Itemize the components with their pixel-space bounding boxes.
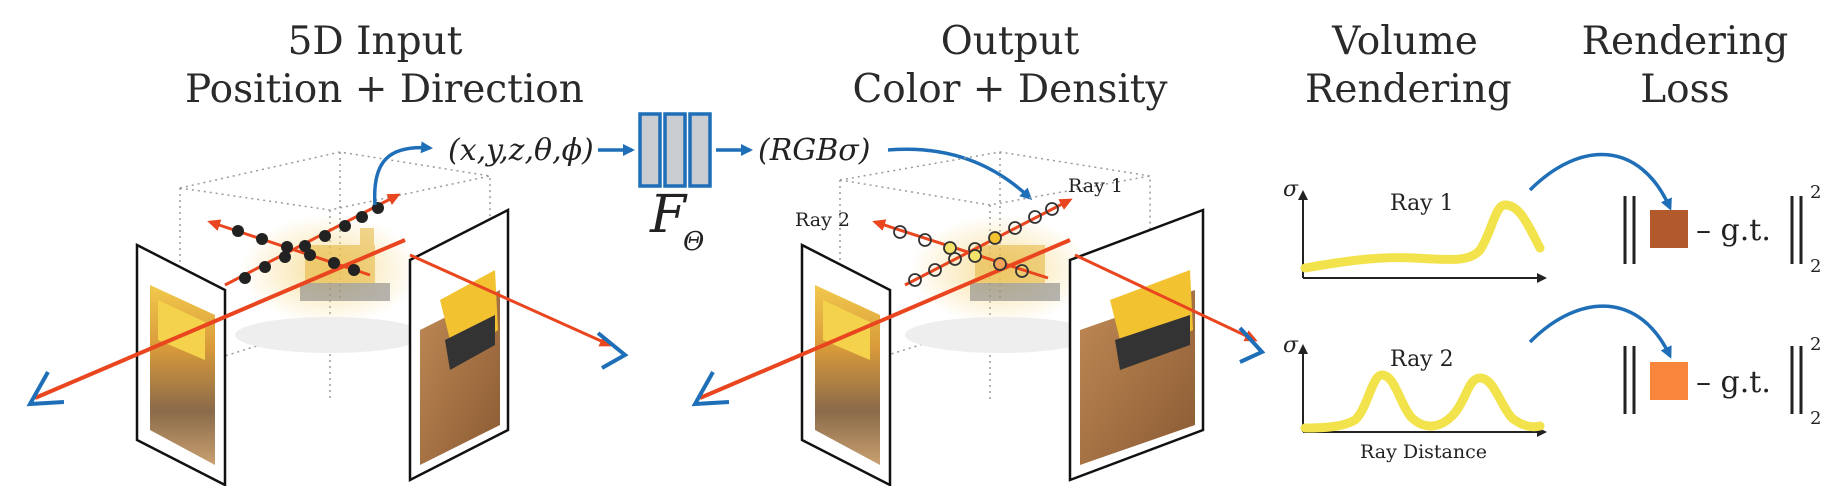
loss1-exponent: 2: [1810, 182, 1821, 203]
input-shadow: [235, 317, 425, 353]
loss2-rendered-color-swatch: [1650, 362, 1688, 400]
output-right-image-plane: [1068, 208, 1205, 482]
plot2-sigma-label: σ: [1283, 333, 1299, 358]
title-loss-line2: Loss: [1640, 67, 1730, 112]
loss-ray1: – g.t. 2 2: [1623, 182, 1821, 277]
scene-ray2-label: Ray 2: [795, 209, 850, 231]
title-volume-line2: Rendering: [1305, 67, 1512, 112]
title-5d-input-line1: 5D Input: [287, 19, 463, 64]
input-sample-points: [232, 202, 384, 284]
title-5d-input: 5D Input Position + Direction: [185, 18, 584, 114]
input-ray-1: [224, 193, 401, 287]
output-camera-ray-back: [1074, 253, 1258, 342]
plot-ray1: σ Ray 1: [1283, 177, 1547, 283]
network-label-subscript: Θ: [683, 227, 704, 257]
title-output: Output Color + Density: [830, 18, 1190, 114]
title-output-line1: Output: [940, 19, 1080, 64]
title-5d-input-line2: Position + Direction: [185, 67, 584, 112]
plot2-density-curve: [1300, 370, 1545, 433]
plot2-to-loss-arrow: [1528, 304, 1672, 359]
plot1-to-loss-arrow: [1528, 152, 1672, 211]
input-bulldozer-model: [300, 228, 390, 301]
plot1-ray-label: Ray 1: [1390, 191, 1454, 216]
loss2-subscript: 2: [1810, 408, 1821, 429]
loss-ray2: – g.t. 2 2: [1623, 334, 1821, 429]
output-camera-right-icon: [1238, 326, 1266, 364]
loss1-gt-text: – g.t.: [1696, 213, 1771, 248]
loss1-rendered-color-swatch: [1650, 210, 1688, 248]
loss2-gt-text: – g.t.: [1696, 365, 1771, 400]
network-label: F: [649, 185, 688, 245]
plot1-sigma-label: σ: [1283, 177, 1299, 202]
network: (x,y,z,θ,ϕ) (RGBσ) F Θ: [448, 112, 1033, 257]
input-right-image-plane: [408, 207, 510, 483]
output-camera-left-icon: [691, 371, 730, 407]
input-tuple: (x,y,z,θ,ϕ): [448, 133, 594, 168]
loss2-exponent: 2: [1810, 334, 1821, 355]
input-camera-left-icon: [26, 371, 65, 407]
plot2-x-axis-label: Ray Distance: [1360, 441, 1487, 463]
output-scene: Ray 1 Ray 2: [691, 151, 1266, 486]
plot2-ray-label: Ray 2: [1390, 347, 1454, 372]
output-tuple: (RGBσ): [758, 133, 871, 168]
output-ray-2: [872, 219, 1049, 280]
output-left-image-plane: [800, 242, 892, 486]
scene-ray1-label: Ray 1: [1068, 175, 1123, 197]
title-volume-line1: Volume: [1332, 19, 1478, 64]
output-ray-1: [904, 198, 1073, 287]
plot-ray2: σ Ray 2 Ray Distance: [1283, 333, 1547, 463]
input-camera-right-icon: [596, 331, 629, 370]
input-left-image-plane: [135, 242, 227, 486]
title-volume-rendering: Volume Rendering: [1305, 18, 1512, 114]
network-layer-3: [688, 112, 712, 188]
input-camera-ray-back: [409, 253, 613, 347]
output-to-scene-arrow: [887, 147, 1033, 201]
plot1-density-curve: [1300, 200, 1545, 273]
title-loss-line1: Rendering: [1581, 19, 1789, 64]
network-layer-1: [638, 112, 662, 188]
output-sample-points: [893, 202, 1059, 287]
input-scene: [26, 141, 629, 486]
input-to-network-arrow: [372, 141, 433, 206]
loss1-subscript: 2: [1810, 256, 1821, 277]
network-layer-2: [663, 112, 687, 188]
title-rendering-loss: Rendering Loss: [1580, 18, 1790, 114]
title-output-line2: Color + Density: [852, 67, 1168, 112]
output-shadow: [905, 317, 1095, 353]
